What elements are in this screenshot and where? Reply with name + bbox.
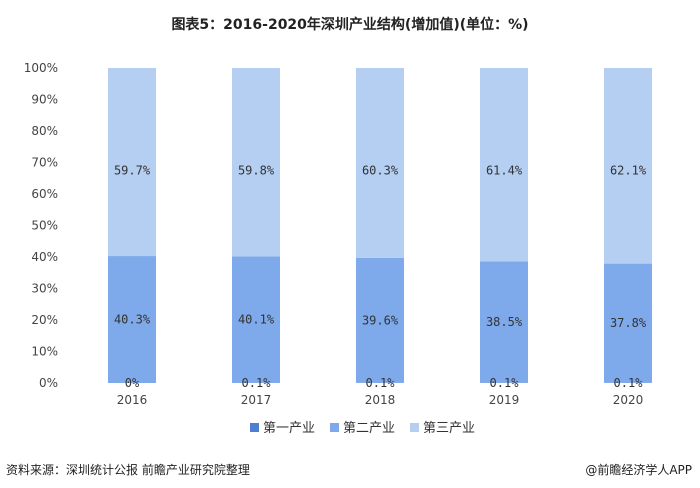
data-label: 39.6% (362, 313, 399, 327)
chart-title: 图表5：2016-2020年深圳产业结构(增加值)(单位：%) (171, 17, 529, 33)
data-label: 40.3% (114, 313, 151, 327)
data-label: 62.1% (610, 163, 647, 177)
legend-swatch (250, 423, 259, 432)
data-label: 59.7% (114, 163, 151, 177)
legend-label: 第一产业 (263, 421, 315, 436)
y-tick-label: 30% (31, 282, 58, 296)
data-label: 38.5% (486, 315, 523, 329)
data-label: 0% (125, 376, 140, 390)
brand-credit: @前瞻经济学人APP (585, 463, 692, 477)
data-label: 0.1% (490, 376, 520, 390)
bar-segment (356, 257, 404, 383)
legend-label: 第二产业 (343, 421, 395, 436)
y-tick-label: 80% (31, 124, 58, 138)
x-axis: 2016 2017 2018 2019 2020 (117, 393, 644, 407)
bar-segment (232, 256, 280, 383)
y-tick-label: 40% (31, 250, 58, 264)
legend-label: 第三产业 (423, 421, 475, 436)
y-tick-label: 70% (31, 156, 58, 170)
x-tick-label: 2016 (117, 393, 148, 407)
data-label: 0.1% (242, 376, 272, 390)
legend-swatch (410, 423, 419, 432)
bar-segment (480, 261, 528, 383)
bars-group: 0% 40.3% 59.7% 0.1% 40.1% 59.8% 0.1% 39.6% 60.3%… (108, 68, 652, 390)
y-tick-label: 10% (31, 345, 58, 359)
bar-segment (232, 68, 280, 257)
bar-segment (480, 68, 528, 262)
y-tick-label: 50% (31, 219, 58, 233)
y-tick-label: 90% (31, 93, 58, 107)
legend: 第一产业 第二产业 第三产业 (250, 421, 475, 436)
y-tick-label: 100% (24, 61, 58, 75)
data-label: 40.1% (238, 313, 275, 327)
y-tick-label: 60% (31, 187, 58, 201)
x-tick-label: 2019 (489, 393, 520, 407)
bar-segment (108, 256, 156, 383)
x-tick-label: 2018 (365, 393, 396, 407)
bar-segment (604, 263, 652, 383)
data-label: 37.8% (610, 316, 647, 330)
x-tick-label: 2017 (241, 393, 272, 407)
bar-segment (356, 68, 404, 258)
legend-swatch (330, 423, 339, 432)
data-label: 59.8% (238, 163, 275, 177)
data-label: 61.4% (486, 163, 523, 177)
bar-segment (604, 68, 652, 264)
data-label: 60.3% (362, 163, 399, 177)
y-tick-label: 20% (31, 313, 58, 327)
data-label: 0.1% (614, 376, 644, 390)
y-axis: 0% 10% 20% 30% 40% 50% 60% 70% 80% 90% 100% (24, 61, 58, 390)
data-label: 0.1% (366, 376, 396, 390)
y-tick-label: 0% (39, 376, 58, 390)
bar-segment (108, 68, 156, 257)
x-tick-label: 2020 (613, 393, 644, 407)
source-note: 资料来源：深圳统计公报 前瞻产业研究院整理 (6, 463, 250, 477)
